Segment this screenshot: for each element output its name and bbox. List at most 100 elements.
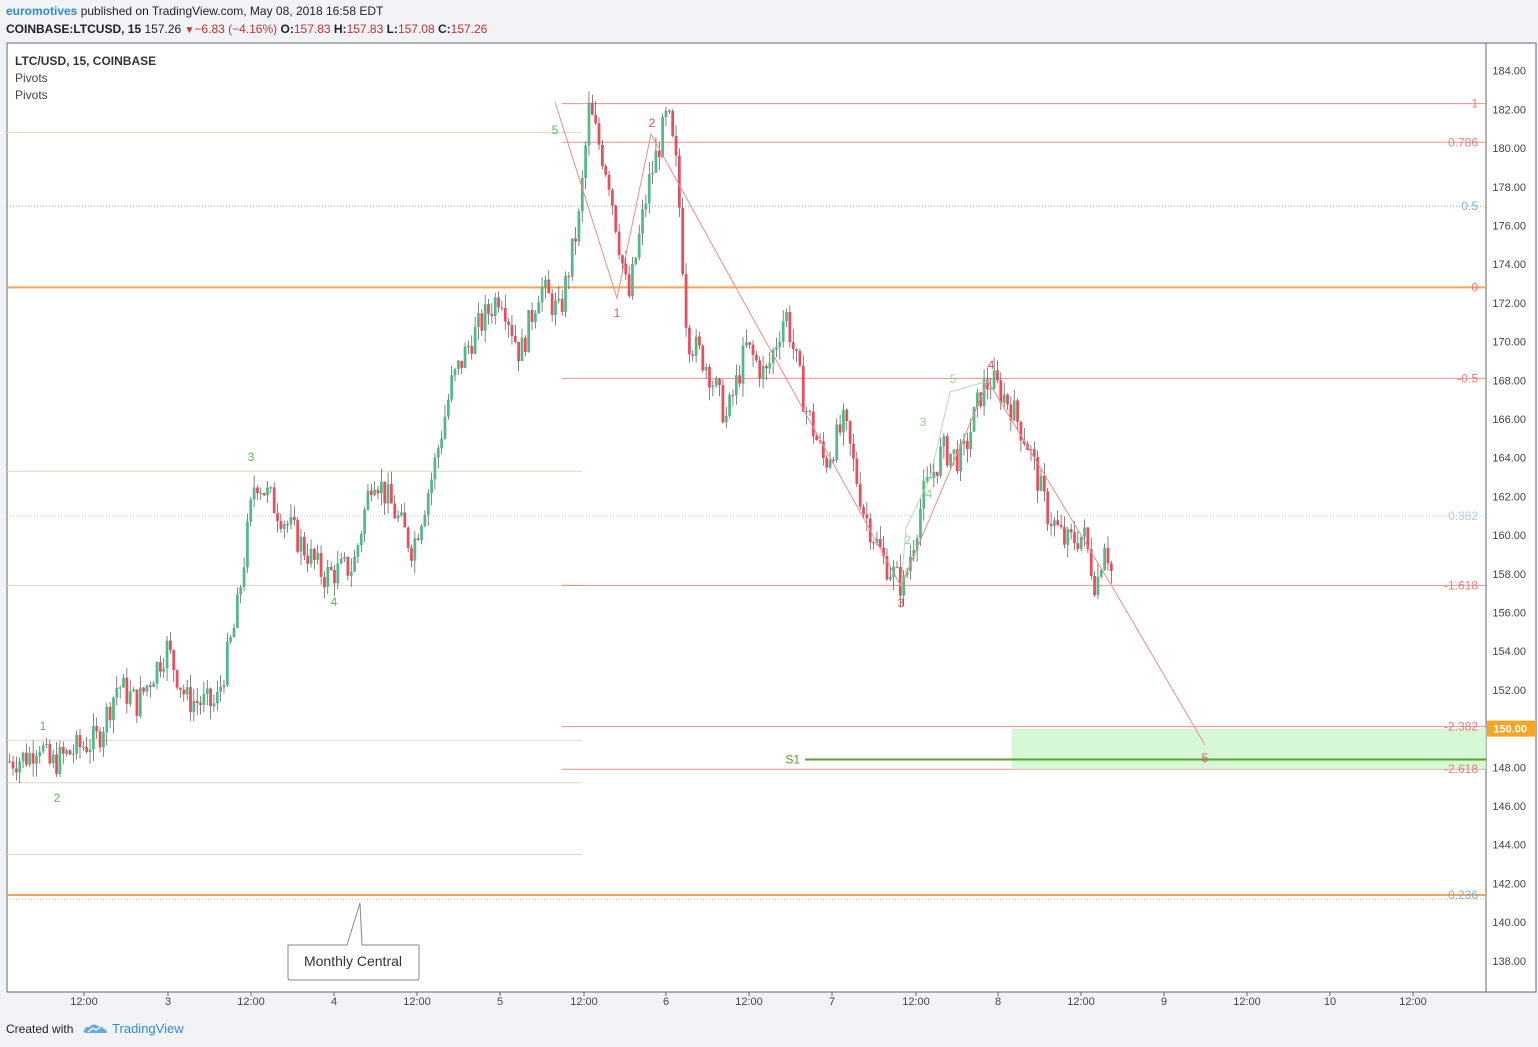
wave-red-2: 2: [649, 116, 656, 130]
candle-329: [1109, 563, 1113, 572]
price-tick-1: 182.00: [1492, 104, 1526, 116]
candle-227: [768, 362, 772, 369]
down-arrow-icon: ▼: [184, 25, 195, 36]
candle-10: [41, 745, 45, 752]
fib-label-9: 0.236: [1448, 888, 1478, 902]
candle-259: [875, 538, 879, 544]
candle-43: [152, 683, 156, 688]
candle-111: [379, 481, 383, 494]
candle-35: [125, 677, 129, 704]
candle-287: [969, 431, 973, 450]
time-tick-1: 3: [165, 996, 171, 1008]
candle-324: [1093, 576, 1096, 596]
candle-274: [925, 476, 929, 481]
legend-indicator-pivots-1[interactable]: Pivots: [15, 71, 48, 85]
candle-278: [939, 446, 942, 476]
candle-152: [517, 342, 521, 362]
candle-87: [299, 536, 303, 552]
candle-276: [932, 471, 936, 479]
price-tick-21: 142.00: [1492, 878, 1526, 890]
candle-24: [88, 749, 92, 753]
open-label: O:: [280, 22, 294, 36]
candle-105: [359, 533, 363, 546]
candle-115: [393, 503, 397, 519]
candle-327: [1103, 547, 1107, 570]
candle-291: [982, 379, 986, 407]
legend-indicator-pivots-2[interactable]: Pivots: [15, 88, 48, 102]
candle-195: [661, 116, 665, 157]
candle-127: [433, 457, 437, 480]
fib-label-0: 1: [1471, 97, 1478, 111]
price-tick-19: 146.00: [1492, 801, 1526, 813]
candle-116: [396, 515, 400, 519]
time-tick-12: 12:00: [1067, 996, 1095, 1008]
candle-131: [446, 399, 450, 417]
callout-text: Monthly Central: [304, 953, 402, 969]
candle-32: [115, 687, 119, 698]
candle-33: [118, 687, 122, 689]
time-tick-4: 12:00: [403, 996, 431, 1008]
current-price-tag: [1487, 720, 1535, 737]
candle-280: [945, 436, 949, 466]
elliott-wave-small[interactable]: [900, 380, 989, 587]
candle-17: [65, 750, 68, 754]
candle-139: [473, 327, 477, 354]
candle-320: [1079, 536, 1083, 549]
candle-160: [544, 279, 547, 287]
candle-36: [128, 691, 132, 704]
candle-229: [775, 347, 778, 350]
candle-53: [185, 687, 189, 695]
candle-63: [219, 687, 223, 692]
candle-289: [976, 392, 979, 407]
candle-58: [202, 694, 206, 705]
candle-211: [714, 378, 718, 386]
candle-15: [58, 747, 62, 774]
wave-red-3: 3: [898, 596, 905, 610]
time-tick-2: 12:00: [237, 996, 265, 1008]
candle-95: [326, 566, 330, 588]
candle-319: [1076, 543, 1080, 549]
candle-296: [999, 380, 1003, 403]
candle-202: [684, 274, 688, 328]
candle-16: [61, 747, 65, 754]
candle-8: [35, 756, 38, 764]
high-value: 157.83: [346, 22, 384, 36]
candle-220: [744, 342, 748, 346]
price-tick-6: 172.00: [1492, 298, 1526, 310]
candle-125: [426, 493, 430, 515]
candle-3: [18, 761, 22, 773]
candle-174: [590, 102, 594, 115]
publisher-username[interactable]: euromotives: [6, 4, 78, 18]
callout-box[interactable]: [287, 902, 420, 981]
candle-183: [621, 255, 624, 264]
candle-171: [580, 178, 584, 212]
candle-306: [1032, 449, 1036, 457]
wave-small-4: 4: [926, 487, 933, 501]
candle-270: [912, 550, 916, 557]
candle-244: [825, 458, 829, 468]
candle-251: [848, 420, 852, 444]
candle-308: [1039, 475, 1043, 491]
plot-area[interactable]: [6, 42, 1487, 993]
candle-132: [450, 375, 454, 400]
tradingview-brand[interactable]: TradingView: [112, 1021, 184, 1036]
candle-13: [51, 754, 55, 764]
target-zone[interactable]: [1012, 728, 1486, 770]
candle-241: [815, 436, 819, 441]
candle-313: [1056, 520, 1060, 525]
open-value: 157.83: [293, 22, 331, 36]
candle-221: [748, 342, 752, 345]
candle-120: [410, 547, 413, 561]
candle-90: [309, 548, 313, 564]
price-axis[interactable]: [1485, 42, 1537, 993]
candle-284: [959, 444, 963, 472]
candle-279: [942, 436, 946, 447]
candle-277: [935, 471, 939, 476]
candle-273: [922, 480, 926, 509]
candle-96: [329, 566, 333, 570]
candle-285: [962, 440, 966, 445]
candle-51: [179, 687, 182, 690]
candle-106: [363, 509, 366, 534]
candle-129: [440, 438, 444, 449]
